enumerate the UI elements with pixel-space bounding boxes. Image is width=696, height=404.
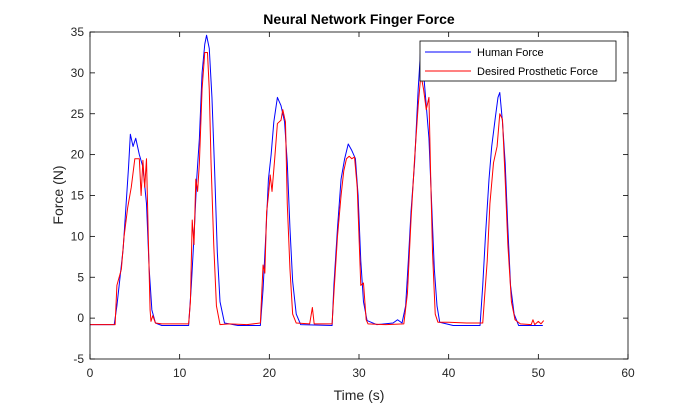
legend: Human Force Desired Prosthetic Force (419, 40, 617, 82)
x-axis-label: Time (s) (334, 387, 385, 403)
y-tick-label: 20 (71, 148, 85, 162)
plot-area (90, 32, 628, 359)
legend-box (419, 40, 617, 82)
x-tick-label: 0 (87, 366, 94, 380)
chart-title: Neural Network Finger Force (263, 11, 455, 27)
y-tick-label: 25 (71, 107, 85, 121)
y-tick-label: 0 (77, 311, 84, 325)
series-line-desired-prosthetic-force (90, 51, 545, 326)
legend-label-human-force: Human Force (477, 47, 544, 59)
y-tick-label: -5 (73, 352, 84, 366)
x-tick-label: 30 (352, 366, 366, 380)
x-tick-label: 10 (173, 366, 187, 380)
y-tick-label: 15 (71, 189, 85, 203)
y-tick-label: 10 (71, 229, 85, 243)
series-layer (90, 34, 545, 326)
plot-frame (89, 31, 629, 360)
y-tick-label: 30 (71, 66, 85, 80)
x-tick-label: 50 (532, 366, 546, 380)
y-tick-label: 5 (77, 270, 84, 284)
x-tick-label: 20 (263, 366, 277, 380)
y-axis-label: Force (N) (50, 165, 66, 224)
x-tick-label: 40 (442, 366, 456, 380)
legend-label-desired-prosthetic-force: Desired Prosthetic Force (477, 66, 598, 78)
y-tick-label: 35 (71, 25, 85, 39)
x-tick-label: 60 (621, 366, 635, 380)
